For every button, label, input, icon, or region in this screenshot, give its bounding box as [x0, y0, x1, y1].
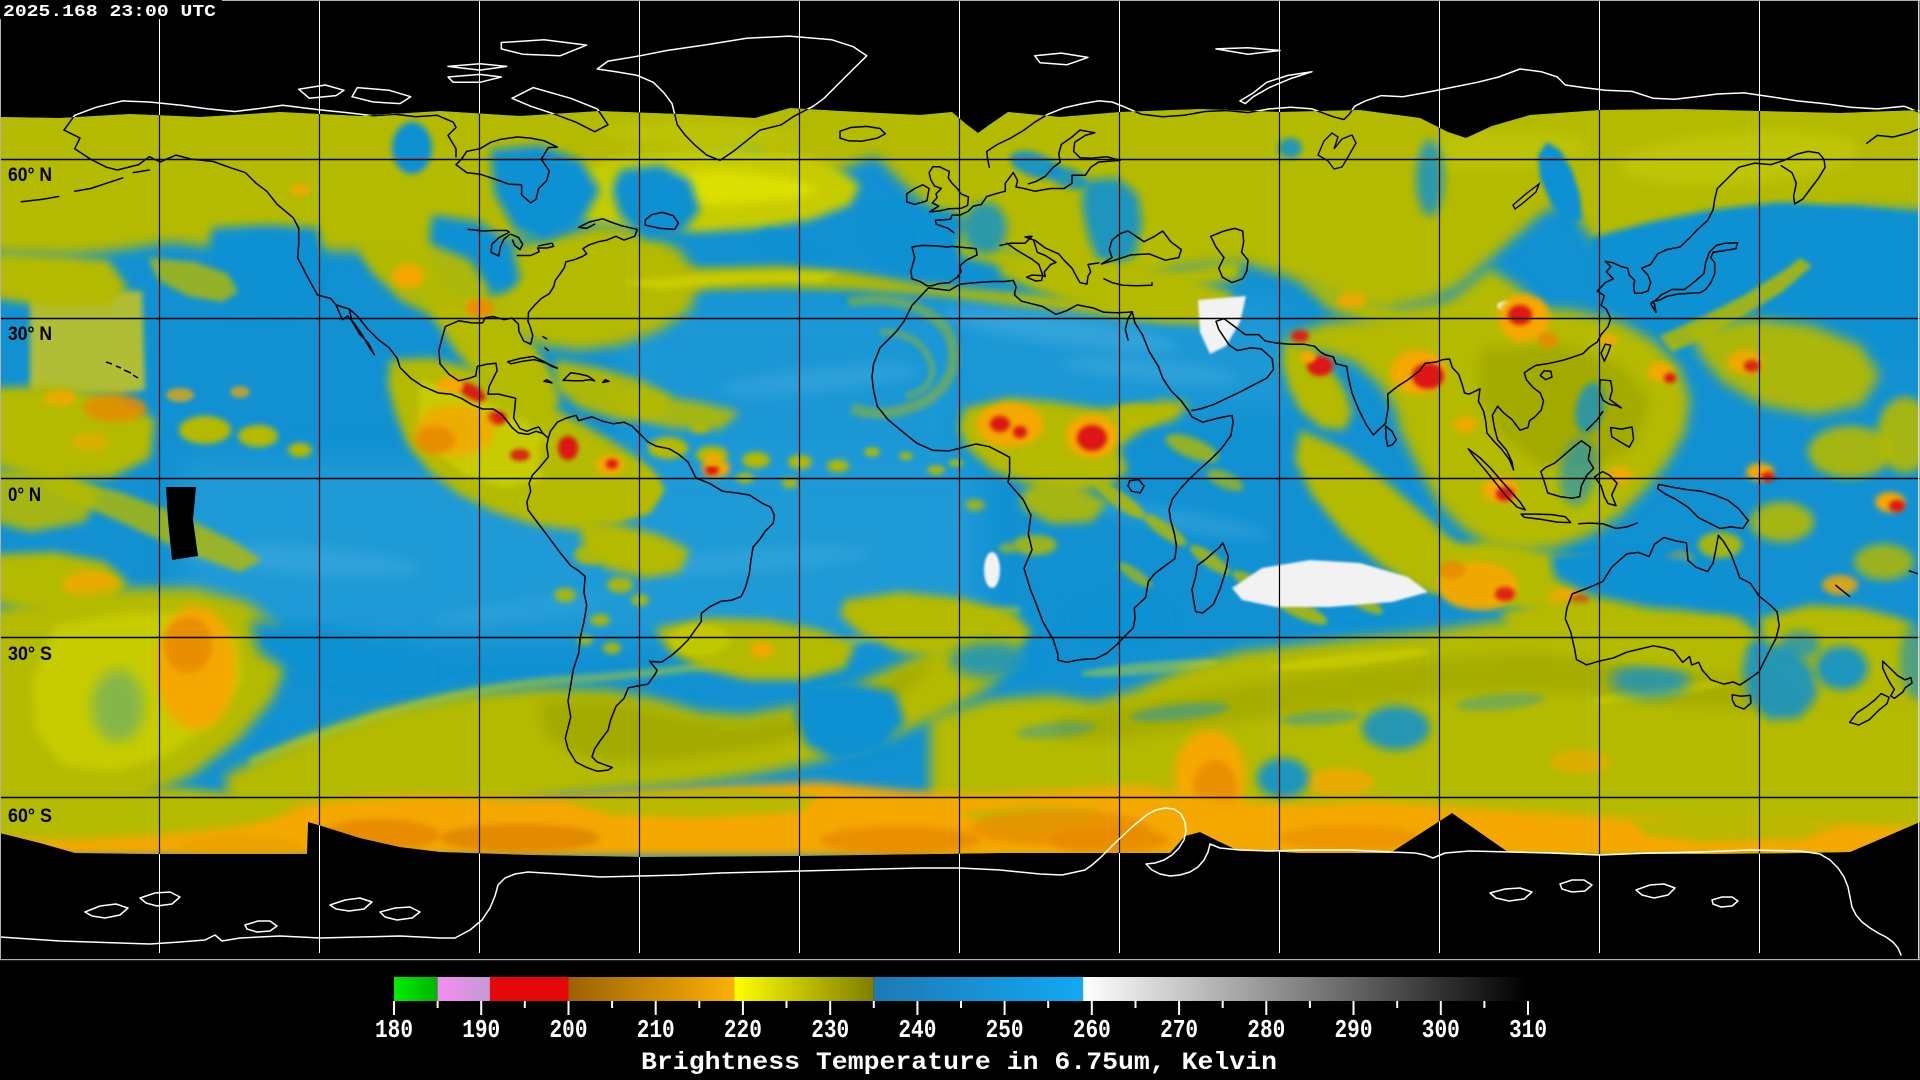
svg-text:230: 230 [811, 1015, 849, 1045]
svg-text:30° S: 30° S [8, 644, 52, 665]
svg-text:220: 220 [724, 1015, 762, 1045]
svg-text:60° S: 60° S [8, 806, 52, 827]
svg-text:260: 260 [1073, 1015, 1111, 1045]
svg-text:60° N: 60° N [8, 165, 52, 186]
svg-text:270: 270 [1160, 1015, 1198, 1045]
svg-text:300: 300 [1422, 1015, 1460, 1045]
svg-text:280: 280 [1247, 1015, 1285, 1045]
svg-text:30° N: 30° N [8, 324, 52, 345]
svg-text:310: 310 [1509, 1015, 1547, 1045]
svg-text:240: 240 [898, 1015, 936, 1045]
svg-text:190: 190 [462, 1015, 500, 1045]
svg-text:210: 210 [637, 1015, 675, 1045]
svg-text:2025.168 23:00 UTC: 2025.168 23:00 UTC [3, 3, 216, 22]
svg-text:290: 290 [1335, 1015, 1373, 1045]
svg-text:180: 180 [375, 1015, 413, 1045]
svg-text:Brightness Temperature in 6.75: Brightness Temperature in 6.75um, Kelvin [641, 1048, 1277, 1077]
svg-text:200: 200 [550, 1015, 588, 1045]
svg-text:0° N: 0° N [8, 485, 41, 506]
svg-text:250: 250 [986, 1015, 1024, 1045]
